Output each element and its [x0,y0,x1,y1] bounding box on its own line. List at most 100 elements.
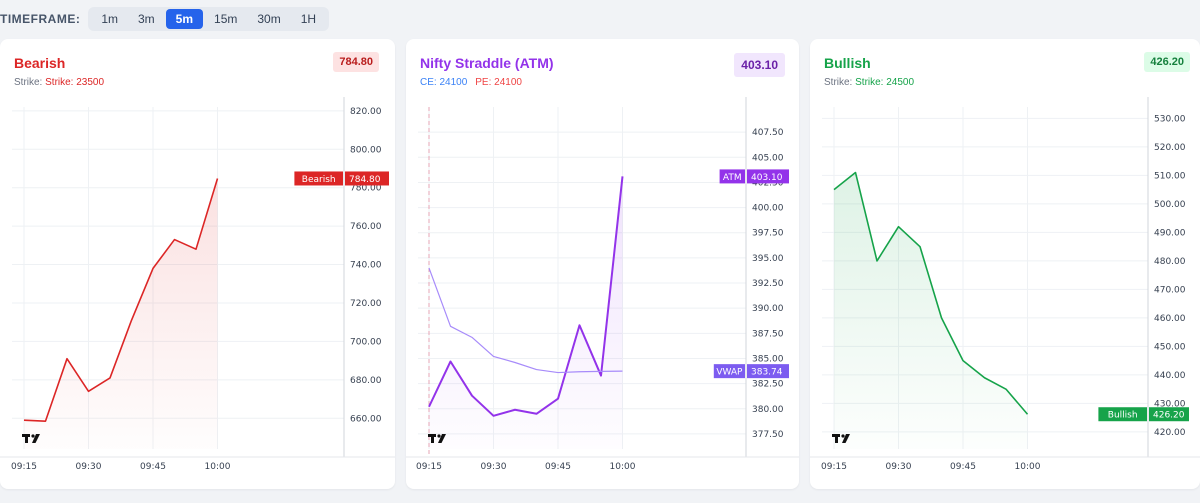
straddle-x-tick-label: 09:45 [545,462,571,472]
timeframe-3m-button[interactable]: 3m [138,12,155,26]
bearish-y-tick-label: 820.00 [350,107,382,117]
bearish-series-tag-label: Bearish [302,175,336,185]
bearish-last-value-label: 784.80 [349,175,381,185]
bullish-series-tag [1098,407,1147,422]
straddle-series-atm-point [578,324,580,326]
bullish-title: Bullish [824,55,871,71]
straddle-series-atm-point [492,415,494,417]
bullish-area-fill [834,172,1028,450]
chart-logo-icon [832,434,850,443]
bearish-y-tick-label: 780.00 [350,184,382,194]
straddle-y-tick-label: 387.50 [752,329,784,339]
bullish-strike-info: Strike: Strike: 24500 [824,77,914,88]
bearish-series-bearish-point [130,319,132,321]
straddle-series-atm-point [471,394,473,396]
bullish-y-tick-label: 420.00 [1154,428,1186,438]
straddle-y-tick-label: 402.50 [752,178,784,188]
straddle-y-tick-label: 405.00 [752,153,784,163]
straddle-series-tag-label: VWAP [716,368,743,378]
straddle-last-value-label: 403.10 [751,173,783,183]
bullish-series-bullish-point [919,245,921,247]
straddle-x-tick-label: 09:30 [481,462,507,472]
chart-logo-icon [22,434,40,443]
bearish-y-tick-label: 800.00 [350,145,382,155]
bullish-series-bullish-point [897,226,899,228]
bearish-area-fill [24,178,218,449]
ce-strike-label: CE: 24100 [420,77,468,88]
bearish-title: Bearish [14,55,66,71]
bullish-y-tick-label: 500.00 [1154,200,1186,210]
straddle-x-tick-label: 10:00 [610,462,636,472]
bullish-x-tick-label: 09:30 [886,462,912,472]
bearish-series-bearish-line [23,178,219,422]
bullish-price-chart[interactable]: 420.00 430.00 440.00 450.00 460.00 470.00 480.… [810,39,1200,489]
straddle-y-tick-label: 395.00 [752,254,784,264]
straddle-series-atm-point [557,398,559,400]
bearish-y-tick-label: 740.00 [350,261,382,271]
bearish-series-bearish-point [66,357,68,359]
bearish-x-tick-label: 10:00 [205,462,231,472]
straddle-series-vwap-point [492,355,494,357]
straddle-y-tick-label: 380.00 [752,405,784,415]
bullish-y-tick-label: 520.00 [1154,143,1186,153]
straddle-series-atm-line [428,176,624,417]
straddle-series-tag [719,169,745,184]
straddle-series-vwap-point [514,361,516,363]
bullish-y-tick-label: 510.00 [1154,171,1186,181]
bullish-x-tick-label: 09:15 [821,462,847,472]
bearish-series-bearish-point [195,248,197,250]
bullish-y-tick-label: 450.00 [1154,342,1186,352]
straddle-y-tick-label: 392.50 [752,279,784,289]
bullish-series-tag-label: Bullish [1108,411,1138,421]
bearish-x-tick-label: 09:15 [11,462,37,472]
straddle-y-tick-label: 382.50 [752,380,784,390]
bearish-series-tag [294,171,343,186]
bullish-series-bullish-point [1026,413,1028,415]
straddle-y-tick-label: 407.50 [752,128,784,138]
bearish-y-tick-label: 760.00 [350,222,382,232]
bearish-y-tick-label: 680.00 [350,376,382,386]
bearish-series-bearish-point [216,177,218,179]
bearish-y-tick-label: 700.00 [350,337,382,347]
timeframe-toolbar: TIMEFRAME: 1m 3m 5m 15m 30m 1H [0,6,330,32]
straddle-series-tag [713,364,745,379]
bearish-series-bearish-point [23,419,25,421]
straddle-series-vwap-point [428,267,430,269]
straddle-price-chart[interactable]: 377.50 380.00 382.50 385.00 387.50 390.00 392.… [406,39,799,489]
straddle-area-fill [429,176,623,449]
bearish-y-tick-label: 660.00 [350,414,382,424]
straddle-series-atm-point [428,406,430,408]
bullish-y-tick-label: 460.00 [1154,314,1186,324]
bearish-series-bearish-point [109,377,111,379]
straddle-series-atm-point [449,360,451,362]
straddle-series-vwap-point [600,370,602,372]
bullish-series-bullish-line [833,171,1029,415]
straddle-series-atm-point [621,175,623,177]
timeframe-5m-button[interactable]: 5m [165,9,204,29]
bearish-price-chart[interactable]: 660.00 680.00 700.00 720.00 740.00 760.00 780.… [0,39,395,489]
bearish-series-bearish-point [44,420,46,422]
bullish-series-bullish-point [983,377,985,379]
straddle-strike-info: CE: 24100 PE: 24100 [420,77,522,88]
bearish-series-bearish-point [152,267,154,269]
bullish-series-bullish-point [833,188,835,190]
straddle-y-tick-label: 377.50 [752,430,784,440]
bullish-y-tick-label: 480.00 [1154,257,1186,267]
straddle-y-tick-label: 397.50 [752,229,784,239]
bullish-y-tick-label: 430.00 [1154,399,1186,409]
timeframe-1h-button[interactable]: 1H [300,12,317,26]
straddle-y-tick-label: 400.00 [752,204,784,214]
straddle-series-tag-label: ATM [723,173,742,183]
timeframe-30m-button[interactable]: 30m [257,12,281,26]
bearish-series-bearish-point [173,238,175,240]
bullish-strike-value: Strike: 24500 [855,77,915,88]
straddle-series-vwap-point [471,336,473,338]
straddle-series-atm-point [600,374,602,376]
timeframe-1m-button[interactable]: 1m [101,12,118,26]
straddle-title: Nifty Straddle (ATM) [420,55,554,71]
bearish-strike-value: Strike: 23500 [45,77,105,88]
timeframe-15m-button[interactable]: 15m [214,12,238,26]
chart-logo-icon [428,434,446,443]
straddle-y-tick-label: 385.00 [752,354,784,364]
timeframe-options: 1m 3m 5m 15m 30m 1H [88,7,330,31]
